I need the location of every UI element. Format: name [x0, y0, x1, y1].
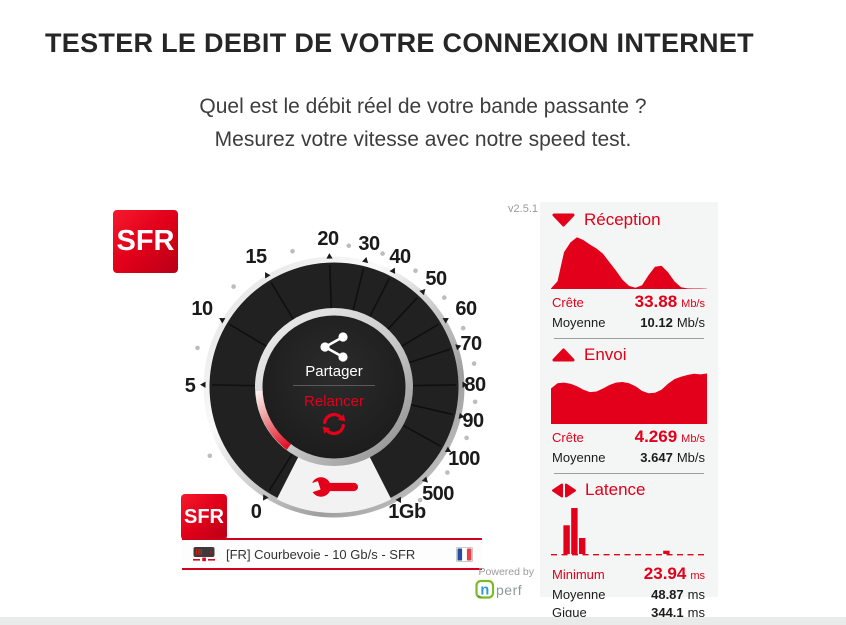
reception-header: Réception	[552, 210, 718, 230]
upload-icon	[552, 348, 575, 362]
version-label: v2.5.1	[508, 203, 538, 215]
reception-peak-row: Crête 33.88 Mb/s	[552, 292, 705, 312]
sfr-logo-text: SFR	[116, 225, 175, 257]
share-label: Partager	[305, 363, 363, 380]
stat-value: 10.12	[640, 315, 673, 330]
stat-unit: Mb/s	[681, 298, 705, 310]
powered-by-label: Powered by	[478, 566, 534, 578]
stats-panel: Réception Crête 33.88 Mb/s Moyenne 10.12 M…	[540, 202, 718, 620]
refresh-icon	[322, 412, 346, 436]
latence-header: Latence	[552, 480, 718, 500]
stat-value: 23.94	[643, 564, 687, 583]
gauge-label: 10	[191, 298, 213, 320]
gauge-label: 5	[185, 375, 196, 397]
powered-by: Powered by n perf	[400, 566, 537, 605]
stat-unit: Mb/s	[676, 315, 705, 330]
gauge-scale-labels: 0 5 10 15 20 30 40 50 60 70 80 90 100 50…	[185, 228, 487, 523]
gauge-spokes	[212, 265, 456, 491]
gauge-label: 100	[448, 448, 480, 470]
gauge-minor-dots	[195, 243, 478, 503]
wrench-icon	[305, 477, 358, 497]
server-selector[interactable]: [FR] Courbevoie - 10 Gb/s - SFR	[182, 538, 482, 570]
stat-label: Crête	[552, 295, 584, 310]
stat-label: Moyenne	[552, 315, 606, 330]
reception-title: Réception	[584, 210, 661, 229]
sfr-logo: SFR	[113, 210, 178, 273]
france-flag-icon	[456, 546, 473, 562]
stat-label: Gigue	[552, 605, 587, 620]
gauge-label: 0	[251, 501, 262, 523]
gauge-label: 50	[425, 268, 447, 290]
footer-strip	[0, 617, 846, 625]
gauge-label: 30	[358, 233, 380, 255]
sfr-logo-small: SFR	[181, 494, 227, 540]
settings-wrench-button[interactable]	[305, 477, 358, 497]
nperf-logo-perf: perf	[496, 582, 522, 598]
stat-value: 4.269	[634, 427, 678, 446]
gauge-hub	[262, 315, 406, 459]
stat-label: Moyenne	[552, 450, 606, 465]
latence-title: Latence	[585, 480, 646, 499]
gauge-label: 1Gb	[388, 501, 426, 523]
gauge-progress-arc	[255, 390, 292, 450]
modem-icon	[193, 547, 215, 562]
envoi-title: Envoi	[584, 345, 627, 364]
page-subtitle: Quel est le débit réel de votre bande pa…	[0, 90, 846, 156]
nperf-logo[interactable]: n perf	[475, 579, 537, 600]
stat-value: 33.88	[634, 292, 678, 311]
stat-value: 48.87	[651, 587, 684, 602]
gauge-tick-pointers	[200, 253, 468, 504]
share-button[interactable]: Partager	[305, 332, 363, 380]
stat-value: 344.1	[651, 605, 684, 620]
speed-gauge: 0 5 10 15 20 30 40 50 60 70 80 90 100 50…	[185, 228, 487, 523]
subtitle-line2: Mesurez votre vitesse avec notre speed t…	[214, 128, 632, 151]
latence-min-row: Minimum 23.94 ms	[552, 564, 705, 584]
stat-unit: Mb/s	[681, 433, 705, 445]
gauge-label: 15	[245, 246, 267, 268]
restart-button[interactable]: Relancer	[304, 393, 364, 436]
restart-label: Relancer	[304, 393, 364, 410]
stat-label: Moyenne	[552, 587, 606, 602]
latence-avg-row: Moyenne 48.87 ms	[552, 587, 705, 602]
gauge-label: 80	[464, 374, 486, 396]
envoi-chart	[551, 373, 707, 424]
envoi-avg-row: Moyenne 3.647 Mb/s	[552, 450, 705, 465]
gauge-label: 90	[462, 410, 484, 432]
gauge-label: 60	[455, 298, 477, 320]
sfr-logo-text: SFR	[184, 505, 224, 528]
reception-chart	[551, 237, 707, 289]
nperf-logo-n: n	[480, 582, 489, 598]
section-divider	[554, 338, 704, 339]
gauge-label: 70	[460, 333, 482, 355]
latence-chart	[551, 508, 707, 556]
stat-label: Minimum	[552, 567, 605, 582]
section-divider	[554, 473, 704, 474]
page-title: TESTER LE DEBIT DE VOTRE CONNEXION INTER…	[45, 28, 754, 58]
server-name: [FR] Courbevoie - 10 Gb/s - SFR	[226, 546, 416, 562]
stat-label: Crête	[552, 430, 584, 445]
stat-unit: ms	[687, 605, 705, 620]
gauge-label: 500	[422, 483, 454, 505]
share-icon	[320, 332, 348, 362]
stat-value: 3.647	[640, 450, 673, 465]
download-icon	[552, 213, 575, 227]
latency-icon	[552, 483, 576, 497]
latence-jitter-row: Gigue 344.1 ms	[552, 605, 705, 620]
gauge-label: 40	[389, 246, 411, 268]
stat-unit: ms	[690, 570, 705, 582]
envoi-header: Envoi	[552, 345, 718, 365]
stat-unit: ms	[687, 587, 705, 602]
stat-unit: Mb/s	[676, 450, 705, 465]
envoi-peak-row: Crête 4.269 Mb/s	[552, 427, 705, 447]
reception-avg-row: Moyenne 10.12 Mb/s	[552, 315, 705, 330]
gauge-label: 20	[317, 228, 339, 250]
subtitle-line1: Quel est le débit réel de votre bande pa…	[199, 95, 647, 118]
